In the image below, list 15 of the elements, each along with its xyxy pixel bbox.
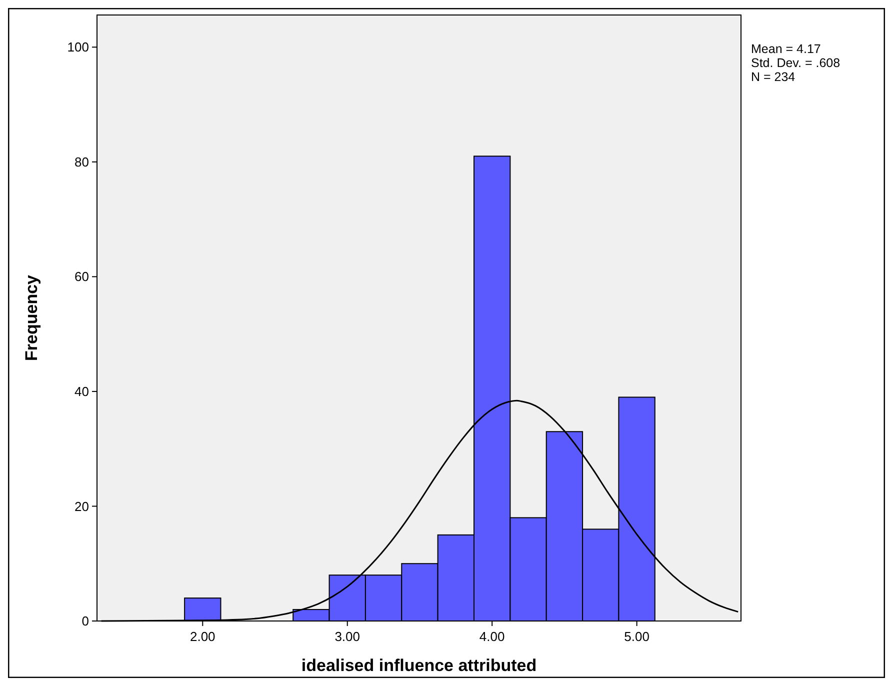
y-tick-label: 60 <box>74 269 89 284</box>
y-tick-label: 0 <box>82 614 89 629</box>
x-axis-title: idealised influence attributed <box>301 656 537 675</box>
y-tick-label: 80 <box>74 154 89 170</box>
text: Mean = 4.17 <box>751 42 821 56</box>
x-tick-label: 4.00 <box>479 629 505 644</box>
y-tick-label: 40 <box>74 384 89 400</box>
y-tick-label: 100 <box>67 40 89 55</box>
text: N = 234 <box>751 70 796 84</box>
x-tick-label: 3.00 <box>334 629 360 644</box>
y-tick-label: 20 <box>74 498 89 514</box>
text: Std. Dev. = .608 <box>751 56 840 70</box>
x-tick-label: 2.00 <box>190 629 216 644</box>
y-axis-title: Frequency <box>22 274 41 361</box>
x-tick-label: 5.00 <box>624 629 650 644</box>
